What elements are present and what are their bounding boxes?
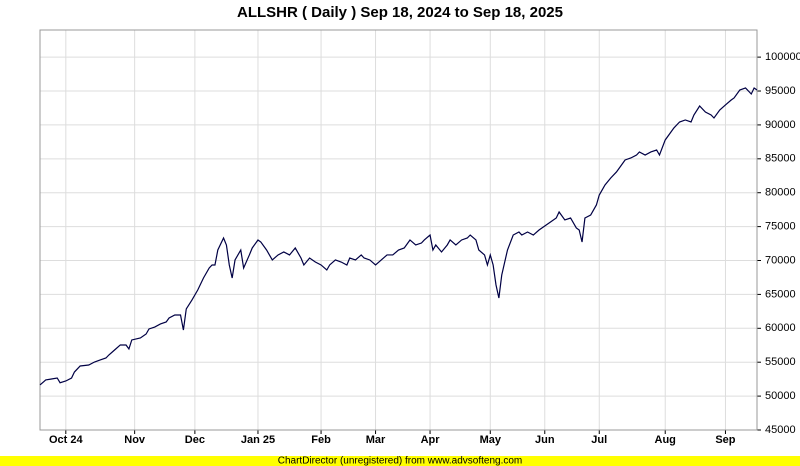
x-tick-label: Mar (366, 434, 386, 446)
y-tick-label: 100000 (765, 51, 800, 63)
x-tick-label: Dec (185, 434, 205, 446)
y-tick-label: 65000 (765, 288, 796, 300)
y-tick-label: 55000 (765, 356, 796, 368)
x-tick-label: Aug (655, 434, 676, 446)
plot-area (39, 29, 758, 431)
plot-border (39, 29, 758, 431)
y-tick-label: 45000 (765, 424, 796, 436)
x-tick-label: Nov (124, 434, 146, 446)
y-tick-label: 95000 (765, 85, 796, 97)
y-tick-label: 60000 (765, 322, 796, 334)
x-tick-label: Sep (715, 434, 735, 446)
x-tick-label: Apr (421, 434, 441, 446)
price-line (39, 87, 758, 386)
x-tick-label: Jan 25 (241, 434, 275, 446)
footer-bar (0, 456, 800, 466)
x-tick-label: Jun (535, 434, 555, 446)
x-tick-label: Jul (591, 434, 607, 446)
footer-text: ChartDirector (unregistered) from www.ad… (278, 456, 523, 466)
y-tick-label: 70000 (765, 254, 796, 266)
chart-title: ALLSHR ( Daily ) Sep 18, 2024 to Sep 18,… (237, 4, 563, 21)
x-tick-label: May (480, 434, 502, 446)
x-tick-label: Feb (311, 434, 331, 446)
y-tick-label: 50000 (765, 390, 796, 402)
y-tick-label: 80000 (765, 187, 796, 199)
y-tick-label: 90000 (765, 119, 796, 131)
y-tick-label: 75000 (765, 221, 796, 233)
x-tick-label: Oct 24 (49, 434, 84, 446)
y-tick-label: 85000 (765, 153, 796, 165)
